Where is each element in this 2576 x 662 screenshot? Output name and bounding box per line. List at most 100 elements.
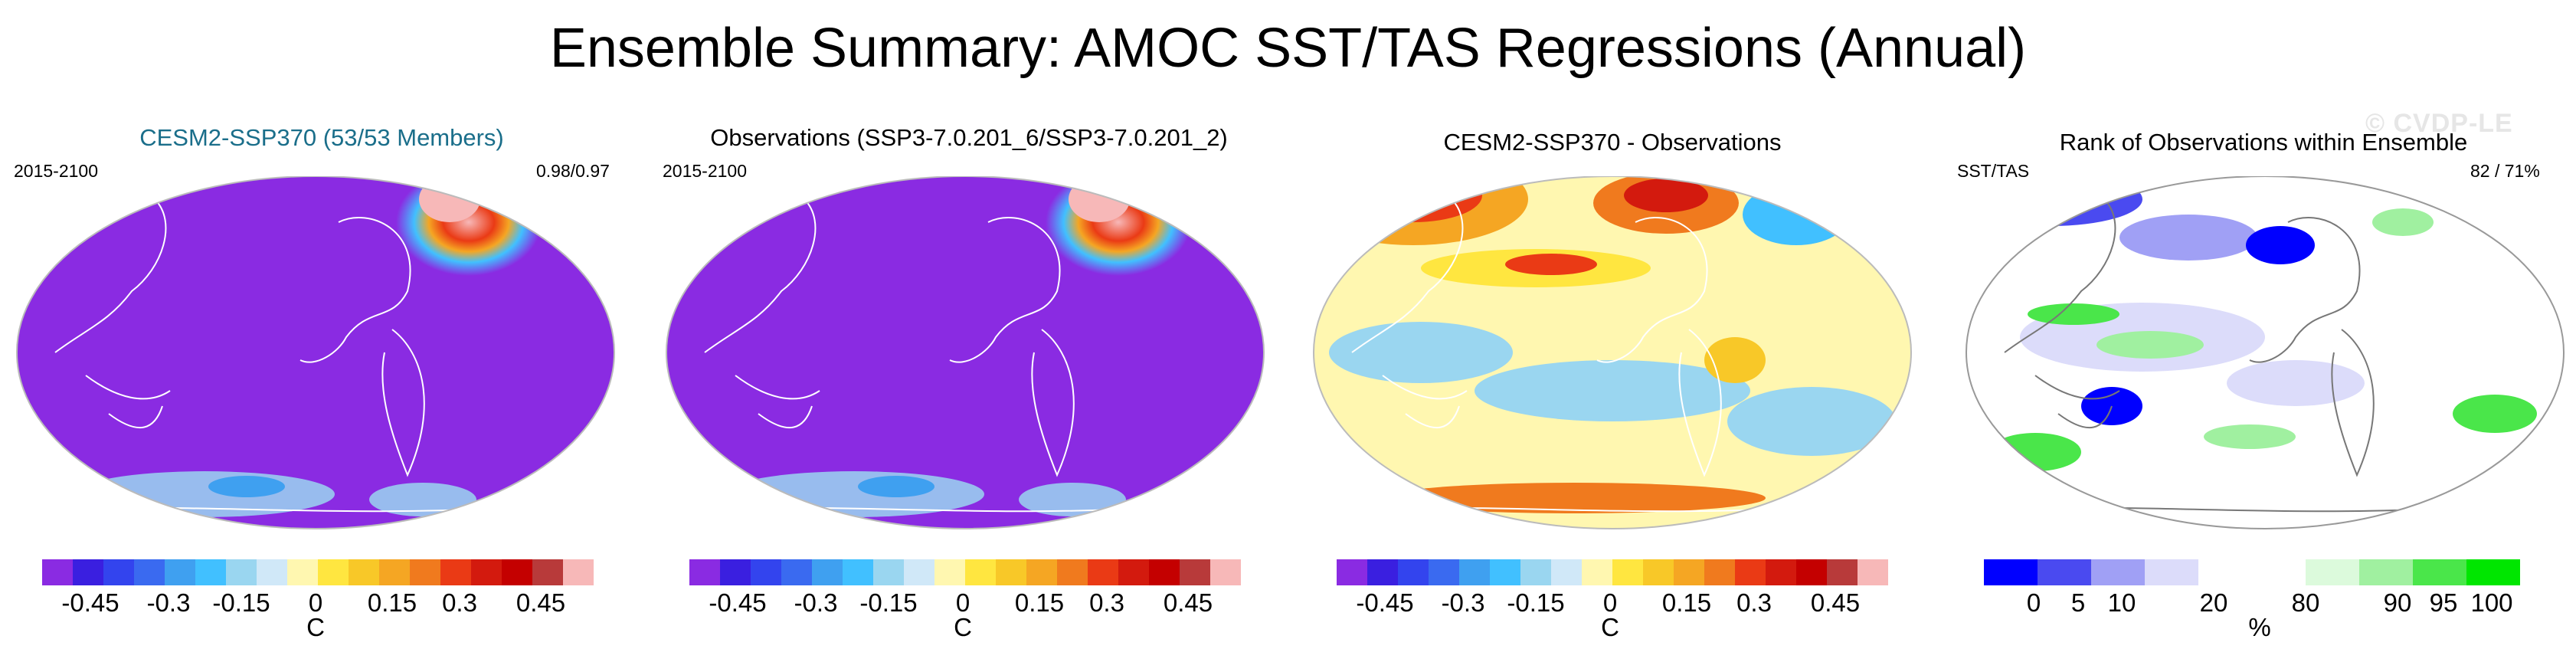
colorbar-swatch: [2413, 559, 2467, 585]
colorbar-unit: C: [306, 613, 325, 641]
map-rank: [1966, 176, 2565, 529]
colorbar-swatch: [1057, 559, 1088, 585]
colorbar-swatch: [410, 559, 441, 585]
colorbar-swatch: [2145, 559, 2199, 585]
colorbar-swatch: [1984, 559, 2038, 585]
colorbar-swatch: [689, 559, 721, 585]
colorbar-tick: 0: [2026, 588, 2041, 617]
colorbar-swatch: [2038, 559, 2092, 585]
colorbar-swatch: [1766, 559, 1797, 585]
colorbar-swatch: [2198, 559, 2253, 585]
colorbar-swatch: [1674, 559, 1705, 585]
north-atlantic-core: [419, 176, 480, 222]
north-atlantic-core: [1624, 179, 1708, 212]
colorbar-swatch: [1118, 559, 1150, 585]
colorbar-swatch: [226, 559, 257, 585]
colorbar-swatch: [349, 559, 380, 585]
colorbar-swatch: [1490, 559, 1521, 585]
rank-high-region: [2372, 208, 2434, 236]
panel-title: Rank of Observations within Ensemble: [2059, 129, 2468, 156]
colorbar-swatch: [1210, 559, 1242, 585]
colorbar: [1984, 559, 2521, 589]
colorbar-swatch: [1088, 559, 1119, 585]
map-outline: [666, 176, 1265, 529]
colorbar-tick: -0.15: [859, 588, 918, 617]
colorbar-tick: 0: [308, 588, 323, 617]
colorbar-tick: 5: [2070, 588, 2086, 617]
rank-low-region: [2246, 226, 2315, 264]
colorbar-swatch: [532, 559, 564, 585]
colorbar-swatch: [502, 559, 533, 585]
colorbar-tick: 0.15: [1014, 588, 1065, 617]
colorbar-unit: C: [954, 613, 972, 641]
map-cesm2: [16, 176, 615, 529]
colorbar-swatch: [1796, 559, 1828, 585]
colorbar: [42, 559, 594, 589]
colorbar-swatch: [1459, 559, 1491, 585]
colorbar-unit: %: [2248, 613, 2271, 641]
colorbar-swatches: [42, 559, 594, 585]
colorbar-swatch: [1827, 559, 1858, 585]
colorbar-tick: -0.45: [61, 588, 119, 617]
colorbar-swatch: [1858, 559, 1889, 585]
colorbar-tick: 0.3: [1089, 588, 1124, 617]
colorbar-swatch: [440, 559, 472, 585]
variable-label: SST/TAS: [1957, 161, 2030, 181]
colorbar-tick: 80: [2291, 588, 2320, 617]
colorbar-tick: 100: [2470, 588, 2513, 617]
map-outline: [1313, 176, 1912, 529]
colorbar-swatch: [751, 559, 782, 585]
colorbar-swatch: [965, 559, 997, 585]
colorbar-swatch: [904, 559, 935, 585]
tropical-west-anomaly: [1329, 322, 1513, 383]
colorbar-swatch: [1429, 559, 1460, 585]
tropical-east-anomaly: [1475, 360, 1750, 421]
colorbar-tick: 0.45: [516, 588, 566, 617]
colorbar-tick: 90: [2383, 588, 2412, 617]
colorbar-swatch: [2252, 559, 2306, 585]
colorbar-tick: 95: [2429, 588, 2458, 617]
colorbar-tick: -0.15: [1507, 588, 1565, 617]
colorbar: [1337, 559, 1889, 589]
southern-ocean-anomaly-east: [1019, 483, 1126, 516]
colorbar-tick: 0.45: [1163, 588, 1213, 617]
colorbar-swatch: [257, 559, 288, 585]
south-america-anomaly: [1704, 337, 1766, 383]
colorbar-swatch: [1367, 559, 1399, 585]
panel-title: Observations (SSP3-7.0.201_6/SSP3-7.0.20…: [710, 124, 1228, 151]
colorbar-swatch: [318, 559, 349, 585]
colorbar-tick: 20: [2199, 588, 2228, 617]
colorbar-swatch: [720, 559, 751, 585]
colorbar-tick: -0.45: [1356, 588, 1414, 617]
map-outline: [1966, 176, 2565, 529]
colorbar-swatches: [689, 559, 1242, 585]
map-observations: [666, 176, 1265, 529]
colorbar-tick: 0.45: [1810, 588, 1861, 617]
map-outline: [16, 176, 615, 529]
colorbar-tick: 0.3: [1736, 588, 1772, 617]
colorbar-swatch: [379, 559, 411, 585]
colorbar-swatch: [996, 559, 1027, 585]
subtropical-core: [1505, 254, 1597, 275]
colorbar-tick: 0: [1602, 588, 1618, 617]
ross-sea-anomaly: [858, 476, 934, 497]
rank-low-region: [2227, 360, 2365, 406]
colorbar-swatch: [42, 559, 74, 585]
colorbar-swatches: [1984, 559, 2521, 585]
colorbar-tick: -0.45: [709, 588, 767, 617]
colorbar-swatch: [2091, 559, 2146, 585]
southern-ocean-anomaly: [1383, 483, 1766, 513]
southern-ocean-anomaly-east: [369, 483, 476, 516]
period-label: 2015-2100: [663, 161, 747, 181]
colorbar-tick: -0.3: [1441, 588, 1485, 617]
panel-cesm2: CESM2-SSP370 (53/53 Members) 2015-2100 0…: [0, 0, 615, 662]
colorbar-swatch: [1337, 559, 1368, 585]
colorbar-swatch: [1735, 559, 1766, 585]
colorbar-tick: 0.15: [367, 588, 417, 617]
colorbar-unit: C: [1601, 613, 1619, 641]
panel-title: CESM2-SSP370 - Observations: [1443, 129, 1782, 156]
colorbar-swatch: [471, 559, 502, 585]
colorbar-swatch: [2466, 559, 2521, 585]
colorbar-swatch: [781, 559, 813, 585]
colorbar-swatch: [1149, 559, 1180, 585]
